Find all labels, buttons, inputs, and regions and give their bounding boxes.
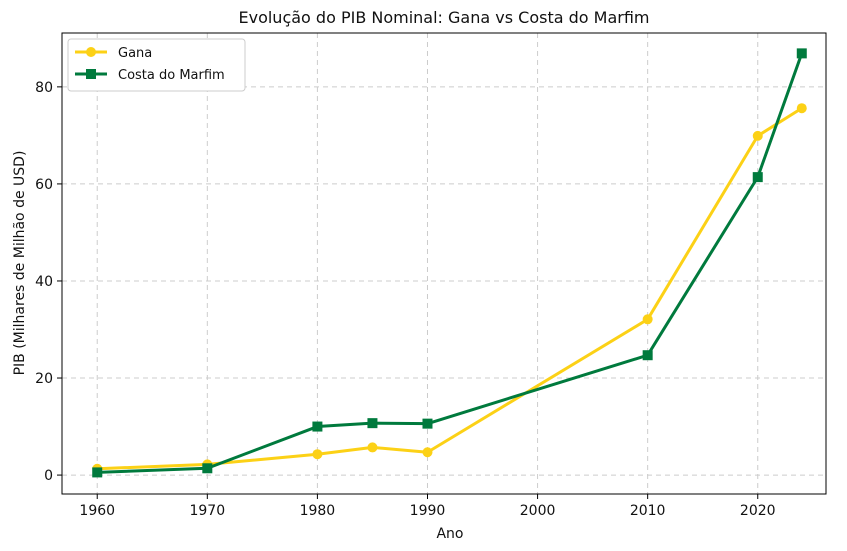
legend-marker-costa-do-marfim [86, 69, 96, 79]
legend: Gana Costa do Marfim [67, 38, 246, 92]
y-axis-label: PIB (Milhares de Milhão de USD) [12, 151, 28, 376]
y-tick-label: 80 [35, 80, 53, 96]
x-tick-label: 2010 [630, 503, 666, 519]
data-point-costa-do-marfim [312, 421, 323, 432]
x-tick-label: 1970 [189, 503, 225, 519]
x-axis: 1960 1970 1980 1990 2000 2010 2020 [79, 494, 776, 519]
data-point-costa-do-marfim [752, 172, 763, 183]
legend-label-gana: Gana [118, 46, 152, 61]
y-tick-label: 40 [35, 274, 53, 290]
data-point-costa-do-marfim [367, 418, 378, 429]
x-axis-label: Ano [436, 526, 463, 542]
legend-box [67, 38, 246, 92]
x-tick-label: 2020 [740, 503, 776, 519]
x-tick-label: 1990 [410, 503, 446, 519]
y-tick-label: 60 [35, 177, 53, 193]
x-tick-label: 1980 [300, 503, 336, 519]
data-point-costa-do-marfim [202, 463, 213, 474]
data-point-costa-do-marfim [92, 467, 103, 478]
data-point-gana [796, 103, 807, 114]
chart-title: Evolução do PIB Nominal: Gana vs Costa d… [238, 8, 649, 27]
data-point-gana [642, 314, 653, 325]
data-point-gana [752, 130, 763, 141]
data-point-gana [312, 449, 323, 460]
data-point-costa-do-marfim [796, 48, 807, 59]
data-point-costa-do-marfim [422, 418, 433, 429]
y-tick-label: 0 [44, 468, 53, 484]
series-line-costa-do-marfim [97, 52, 804, 474]
data-point-gana [367, 442, 378, 453]
y-tick-label: 20 [35, 371, 53, 387]
plot-frame [61, 32, 827, 495]
legend-marker-gana [86, 47, 96, 57]
series-group [92, 48, 807, 478]
data-point-costa-do-marfim [642, 350, 653, 361]
x-tick-label: 1960 [79, 503, 115, 519]
grid [62, 33, 826, 494]
x-tick-label: 2000 [520, 503, 556, 519]
series-line-gana [97, 106, 803, 471]
data-point-gana [422, 447, 433, 458]
y-axis: 0 20 40 60 80 [35, 80, 62, 484]
legend-label-costa-do-marfim: Costa do Marfim [118, 68, 225, 83]
